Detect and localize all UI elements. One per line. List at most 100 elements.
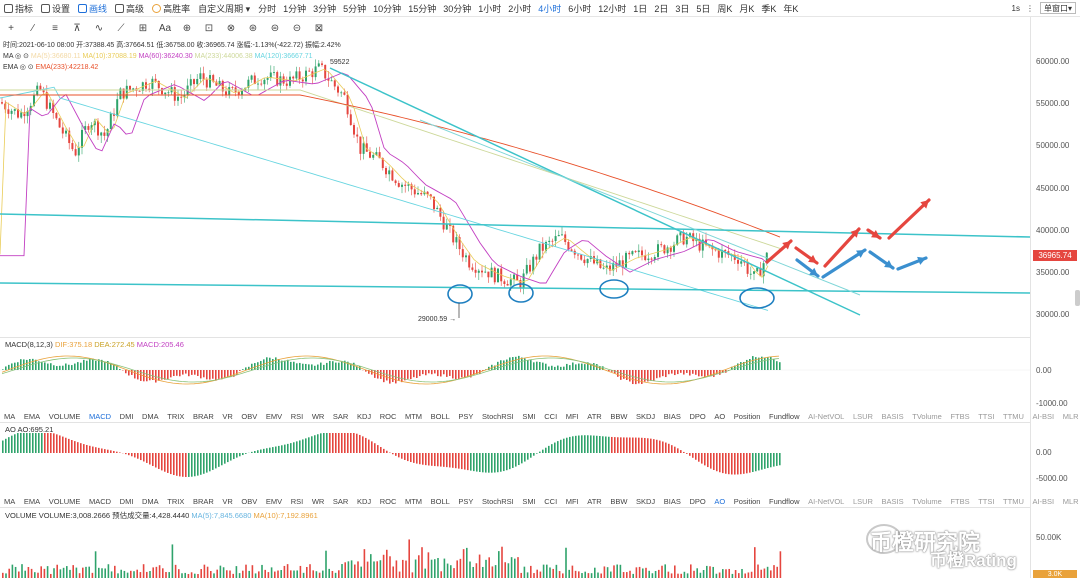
indicator-tab-CCI[interactable]: CCI — [544, 412, 558, 421]
indicator-tab-VR[interactable]: VR — [222, 497, 233, 506]
indicator-tab-CCI[interactable]: CCI — [544, 497, 558, 506]
indicator-tab-MA[interactable]: MA — [4, 412, 16, 421]
indicator-tab-SMI[interactable]: SMI — [522, 497, 536, 506]
indicator-tab-KDJ[interactable]: KDJ — [356, 412, 372, 421]
period-分时[interactable]: 分时 — [258, 3, 277, 14]
volume-title[interactable]: VOLUME — [5, 511, 37, 520]
indicator-tab-AI-BSI[interactable]: AI-BSI — [1032, 497, 1055, 506]
indicator-tab-LSUR[interactable]: LSUR — [852, 497, 873, 506]
indicator-tab-BOLL[interactable]: BOLL — [430, 412, 450, 421]
indicator-tab-AI-NetVOL[interactable]: AI-NetVOL — [808, 497, 845, 506]
indicator-tab-MTM[interactable]: MTM — [404, 497, 423, 506]
period-3分钟[interactable]: 3分钟 — [313, 3, 337, 14]
indicator-tab-AO[interactable]: AO — [714, 412, 726, 421]
period-5日[interactable]: 5日 — [696, 3, 711, 14]
indicator-tab-MA[interactable]: MA — [4, 497, 16, 506]
indicator-tab-VR[interactable]: VR — [222, 412, 233, 421]
indicator-tab-EMV[interactable]: EMV — [265, 497, 283, 506]
indicator-tab-ROC[interactable]: ROC — [379, 412, 397, 421]
indicator-tab-RSI[interactable]: RSI — [290, 497, 304, 506]
draw-tool-icon[interactable]: + — [8, 22, 14, 34]
period-2小时[interactable]: 2小时 — [508, 3, 532, 14]
indicator-tab-VOLUME[interactable]: VOLUME — [48, 497, 81, 506]
period-4小时[interactable]: 4小时 — [538, 3, 562, 14]
draw-tool-icon[interactable]: Aa — [158, 22, 172, 34]
toolbar-indicator-icon[interactable]: 指标 — [4, 2, 33, 15]
indicator-tab-WR[interactable]: WR — [311, 412, 325, 421]
toolbar-custom-period[interactable]: 自定义周期 ▾ — [198, 2, 250, 15]
legend-name[interactable]: EMA ◎ ⊙ — [3, 64, 36, 71]
indicator-tab-DMI[interactable]: DMI — [119, 412, 134, 421]
indicator-tab-Fundflow[interactable]: Fundflow — [769, 412, 800, 421]
indicator-tab-MFI[interactable]: MFI — [565, 412, 579, 421]
indicator-tab-BIAS[interactable]: BIAS — [663, 412, 681, 421]
period-10分钟[interactable]: 10分钟 — [373, 3, 402, 14]
draw-tool-icon[interactable]: ⊕ — [182, 22, 192, 34]
macd-title[interactable]: MACD(8,12,3) — [5, 340, 53, 349]
indicator-tab-MLR[interactable]: MLR — [1062, 412, 1079, 421]
period-季K[interactable]: 季K — [761, 3, 777, 14]
toolbar-win-rate-icon[interactable]: 高胜率 — [152, 2, 190, 15]
indicator-tab-FTBS[interactable]: FTBS — [950, 497, 970, 506]
interval-label[interactable]: 1s — [1011, 3, 1020, 13]
indicator-tab-ATR[interactable]: ATR — [587, 412, 602, 421]
indicator-tab-TRIX[interactable]: TRIX — [167, 412, 185, 421]
indicator-tab-VOLUME[interactable]: VOLUME — [48, 412, 81, 421]
indicator-tab-TTMU[interactable]: TTMU — [1003, 412, 1024, 421]
indicator-tab-DPO[interactable]: DPO — [689, 412, 706, 421]
period-月K[interactable]: 月K — [739, 3, 755, 14]
period-3日[interactable]: 3日 — [675, 3, 690, 14]
indicator-tab-MTM[interactable]: MTM — [404, 412, 423, 421]
indicator-tab-SMI[interactable]: SMI — [522, 412, 536, 421]
indicator-tab-StochRSI[interactable]: StochRSI — [482, 497, 514, 506]
more-icon[interactable]: ⋮ — [1025, 3, 1034, 13]
draw-tool-icon[interactable]: ⊗ — [226, 22, 236, 34]
period-周K[interactable]: 周K — [717, 3, 733, 14]
indicator-tab-BASIS[interactable]: BASIS — [881, 497, 904, 506]
period-5分钟[interactable]: 5分钟 — [343, 3, 367, 14]
indicator-tab-BOLL[interactable]: BOLL — [430, 497, 450, 506]
toolbar-draw-line-icon[interactable]: 画线 — [78, 2, 107, 15]
indicator-tab-SAR[interactable]: SAR — [332, 412, 349, 421]
window-select[interactable]: 单窗口▾ — [1039, 2, 1076, 14]
draw-tool-icon[interactable]: ⊝ — [292, 22, 302, 34]
indicator-tab-DMA[interactable]: DMA — [142, 412, 159, 421]
period-12小时[interactable]: 12小时 — [598, 3, 627, 14]
indicator-tab-LSUR[interactable]: LSUR — [852, 412, 873, 421]
draw-tool-icon[interactable]: ⊛ — [248, 22, 258, 34]
indicator-tab-MACD[interactable]: MACD — [88, 497, 112, 506]
indicator-tab-SKDJ[interactable]: SKDJ — [636, 412, 656, 421]
indicator-tab-BASIS[interactable]: BASIS — [881, 412, 904, 421]
indicator-tab-BIAS[interactable]: BIAS — [663, 497, 681, 506]
toolbar-gear-icon[interactable]: 设置 — [41, 2, 70, 15]
indicator-tab-DPO[interactable]: DPO — [689, 497, 706, 506]
indicator-tab-StochRSI[interactable]: StochRSI — [482, 412, 514, 421]
ao-title[interactable]: AO — [5, 425, 16, 434]
indicator-tab-EMV[interactable]: EMV — [265, 412, 283, 421]
period-30分钟[interactable]: 30分钟 — [443, 3, 472, 14]
period-1日[interactable]: 1日 — [633, 3, 648, 14]
legend-name[interactable]: MA ◎ ⊙ — [3, 53, 31, 60]
side-handle[interactable] — [1075, 290, 1080, 306]
period-年K[interactable]: 年K — [783, 3, 799, 14]
indicator-tab-MLR[interactable]: MLR — [1062, 497, 1079, 506]
period-2日[interactable]: 2日 — [654, 3, 669, 14]
draw-tool-icon[interactable]: ∿ — [94, 22, 104, 34]
indicator-tab-SAR[interactable]: SAR — [332, 497, 349, 506]
indicator-tab-Position[interactable]: Position — [733, 412, 761, 421]
period-6小时[interactable]: 6小时 — [568, 3, 592, 14]
draw-tool-icon[interactable]: ⊜ — [270, 22, 280, 34]
indicator-tab-AI-NetVOL[interactable]: AI-NetVOL — [808, 412, 845, 421]
indicator-tab-EMA[interactable]: EMA — [23, 497, 41, 506]
indicator-tab-WR[interactable]: WR — [311, 497, 325, 506]
indicator-tab-AO[interactable]: AO — [714, 497, 726, 506]
indicator-tab-SKDJ[interactable]: SKDJ — [636, 497, 656, 506]
draw-tool-icon[interactable]: ⊠ — [314, 22, 324, 34]
indicator-tab-TRIX[interactable]: TRIX — [167, 497, 185, 506]
indicator-tab-MACD[interactable]: MACD — [88, 412, 112, 421]
draw-tool-icon[interactable]: ⊞ — [138, 22, 148, 34]
indicator-tab-AI-BSI[interactable]: AI-BSI — [1032, 412, 1055, 421]
indicator-tab-ATR[interactable]: ATR — [587, 497, 602, 506]
indicator-tab-TVolume[interactable]: TVolume — [912, 497, 942, 506]
indicator-tab-PSY[interactable]: PSY — [458, 497, 474, 506]
